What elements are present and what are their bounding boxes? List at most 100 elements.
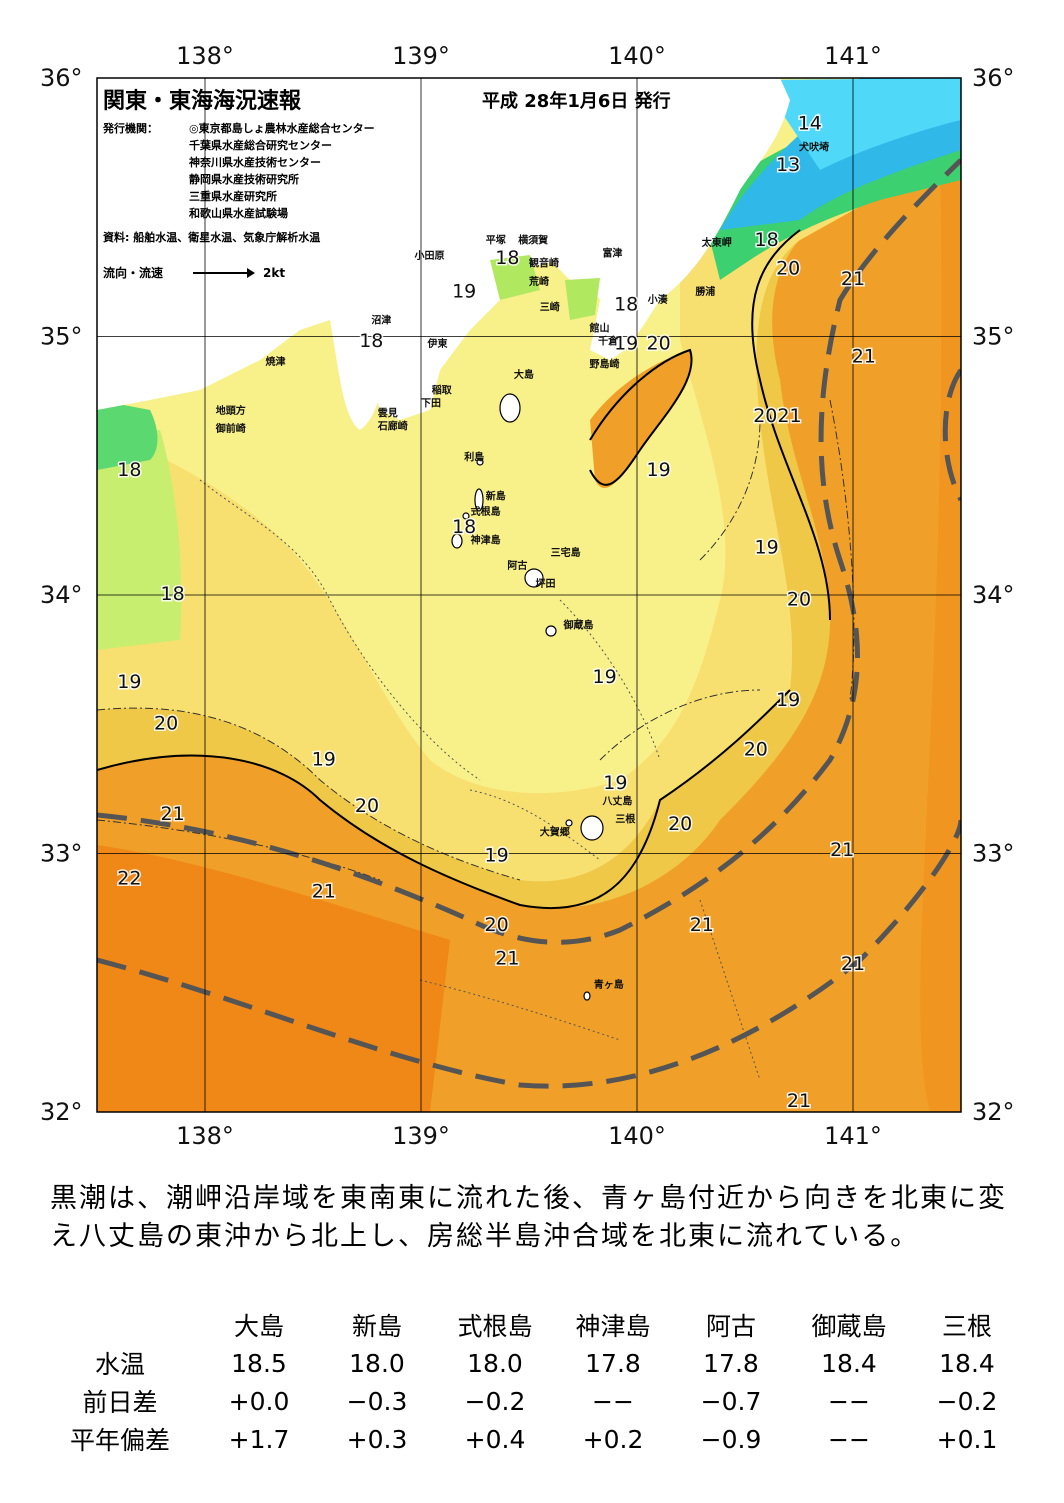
place-label: 式根島 [471,505,501,518]
flow-legend: 流向・流速 2kt [103,264,285,281]
isotherm-label: 20 [776,257,800,279]
flow-legend-label: 流向・流速 [103,266,164,280]
issue-date: 平成 28年1月6日 発行 [482,91,671,112]
isotherm-label: 18 [452,516,476,538]
publisher-item: 静岡県水産技術研究所 [189,173,299,186]
place-label: 観音崎 [529,257,559,270]
table-cell: −− [592,1386,634,1416]
isotherm-label: 13 [776,154,800,176]
island-hachijojima [580,815,604,841]
place-label: 御前崎 [215,422,246,435]
place-label: 富津 [602,246,622,259]
place-label: 犬吠埼 [799,140,829,153]
lat-ticks-right: 36° 35° 34° 33° 32° [972,64,1015,1126]
isotherm-label: 19 [117,671,141,693]
table-cell: −0.9 [700,1424,762,1454]
isotherm-label: 18 [117,459,141,481]
flow-arrow-icon [193,267,256,278]
table-row: 前日差 +0.0 −0.3 −0.2 −− −0.7 −− −0.2 [40,1382,1026,1420]
isotherm-label: 20 [154,712,178,734]
lat-tick-label: 32° [40,1098,83,1126]
publisher-item: 和歌山県水産試験場 [189,207,288,220]
place-label: 伊東 [426,337,447,350]
publisher-item: 三重県水産研究所 [189,190,277,203]
place-label: 野島崎 [589,358,619,371]
graticule [97,78,961,1112]
isotherm-label: 20 [647,332,671,354]
island-kojima [565,819,573,827]
table-cell: 18.0 [467,1348,523,1378]
water-16-zone [97,400,158,470]
place-label: 石廊崎 [377,420,408,433]
map-title: 関東・東海海況速報 [103,89,302,114]
lat-tick-label: 33° [40,840,83,868]
table-cell: +0.2 [582,1424,644,1454]
warm-tongue-20 [590,350,692,489]
place-label: 大島 [514,368,534,381]
place-label: 利島 [464,451,484,464]
table-cell: +0.0 [228,1386,290,1416]
isotherm-label: 20 [787,588,811,610]
island-toshima [476,458,484,466]
table-row: 平年偏差 +1.7 +0.3 +0.4 +0.2 −0.9 −− +0.1 [40,1420,1026,1458]
lon-tick-label: 138° [176,1122,234,1150]
table-cell: −0.3 [346,1386,408,1416]
table-cell: −0.2 [464,1386,526,1416]
isotherm-label: 18 [755,229,779,251]
lon-tick-label: 140° [608,42,666,70]
isotherm-label: 21 [495,948,519,970]
table-cell: 18.5 [231,1348,287,1378]
row-label: 水温 [94,1350,145,1379]
place-label: 沼津 [371,314,391,327]
lat-tick-label: 34° [972,581,1015,609]
table-cell: +0.3 [346,1424,408,1454]
isotherm-label: 22 [117,868,141,890]
place-label: 勝浦 [695,285,715,298]
isotherm-label: 19 [603,772,627,794]
place-label: 平塚 [486,233,506,246]
land-izu-peninsula [330,317,382,430]
isotherm-label: 21 [841,268,865,290]
lon-tick-label: 141° [824,42,882,70]
station-header: 新島 [351,1312,402,1341]
depth-contours [199,479,761,1081]
place-label: 青ヶ島 [594,978,624,991]
place-label: 焼津 [265,355,285,368]
station-header: 御蔵島 [811,1312,887,1341]
isotherm-label: 20 [485,914,509,936]
publisher-list: 発行機関： ◎東京都島しょ農林水産総合センター 千葉県水産総合研究センター 神奈川… [103,120,375,222]
place-label: 千倉 [598,334,619,347]
place-label: 館山 [588,321,609,334]
isotherm-label: 21 [787,1090,811,1112]
lon-ticks-bottom: 138° 139° 140° 141° [176,1122,882,1150]
isotherm-label: 14 [798,113,822,135]
sea-temperature-map: 138° 139° 140° 141° 138° 139° 140° 141° 36° 35°… [40,42,1015,1150]
table-cell: +0.1 [936,1424,998,1454]
isotherm-label: 18 [495,247,519,269]
isotherm-label: 21 [312,880,336,902]
isotherm-label: 18 [161,583,185,605]
table-cell: +1.7 [228,1424,290,1454]
isotherm-label: 19 [647,459,671,481]
row-label: 前日差 [82,1388,158,1417]
lat-tick-label: 34° [40,581,83,609]
table-row: 水温 18.5 18.0 18.0 17.8 17.8 18.4 18.4 [40,1344,1026,1382]
publisher-item: ◎東京都島しょ農林水産総合センター [189,122,375,135]
kuroshio-axis [97,158,961,1089]
place-label: 雲見 [378,408,398,420]
isotherm-label: 21 [690,914,714,936]
lon-tick-label: 139° [392,42,450,70]
isotherm-label: 18 [614,294,638,316]
island-kozushima [451,533,463,549]
lat-tick-label: 32° [972,1098,1015,1126]
isotherm-label: 21 [841,953,865,975]
place-label: 神津島 [471,533,501,546]
isotherm-label: 20 [668,813,692,835]
lon-tick-label: 138° [176,42,234,70]
table-header-row: 大島 新島 式根島 神津島 阿古 御蔵島 三根 [40,1306,1026,1344]
island-miyakejima [524,568,544,588]
place-label: 小湊 [647,293,669,306]
island-shikinejima [462,512,470,520]
station-header: 神津島 [575,1312,651,1341]
